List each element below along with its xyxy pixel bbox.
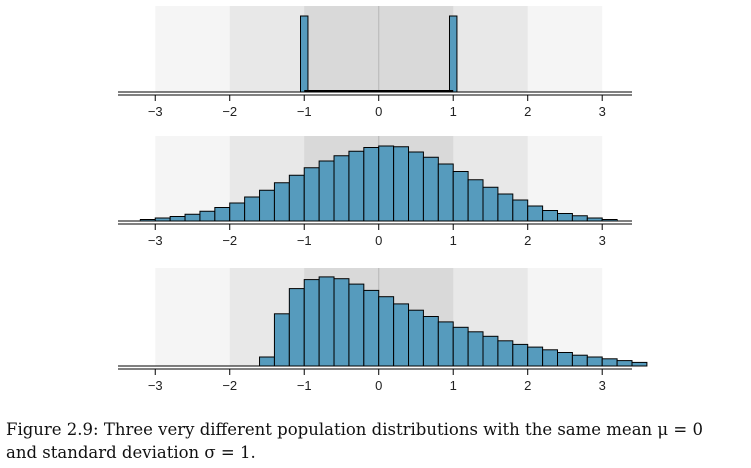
histogram-bar (363, 289, 380, 367)
histogram-bar (448, 15, 458, 93)
x-tick-label: −3 (148, 104, 163, 119)
histogram-bar (259, 356, 275, 367)
histogram-bar (542, 210, 559, 222)
x-tick-label: 0 (375, 233, 382, 248)
histogram-bar (378, 145, 395, 222)
histogram-bar (527, 205, 544, 222)
histogram-bar (303, 279, 320, 367)
histogram-bar (318, 160, 335, 222)
x-tick-label: −2 (222, 104, 237, 119)
histogram-bar (437, 321, 454, 367)
histogram-bar (497, 193, 514, 222)
x-tick-label: 3 (599, 233, 606, 248)
histogram-bar (482, 335, 499, 367)
histogram-bar (557, 213, 573, 222)
histogram-bar (273, 182, 290, 222)
histogram-bar (616, 360, 633, 367)
histogram-bar (333, 278, 350, 367)
histogram-bar (512, 343, 529, 367)
histogram-bar (333, 155, 350, 222)
x-tick-label: 2 (524, 104, 531, 119)
x-tick-label: 1 (450, 233, 457, 248)
histogram-bar (527, 346, 544, 367)
uniform-two-point-panel: −3 −2 −1 0 1 2 3 (118, 6, 632, 119)
x-tick-label: −2 (222, 233, 237, 248)
histogram-bar (437, 163, 454, 222)
x-tick-label: 0 (375, 104, 382, 119)
histogram-bar (571, 215, 588, 222)
histogram-bar (408, 309, 424, 367)
histogram-bar (199, 210, 216, 222)
histogram-bar (452, 326, 469, 367)
histogram-bar (422, 156, 439, 222)
right-skewed-panel: −3 −2 −1 0 1 2 3 (118, 268, 648, 393)
histogram-bar (542, 349, 559, 367)
histogram-bar (452, 171, 469, 222)
histogram-bar (378, 296, 395, 367)
x-tick-label: 1 (450, 378, 457, 393)
x-tick-label: −3 (148, 233, 163, 248)
figure: −3 −2 −1 0 1 2 3 −3 −2 −1 0 1 2 3 −3 −2 −1 0 1 2 3 (118, 6, 648, 393)
histogram-bar (393, 303, 410, 367)
x-tick-label: 3 (599, 378, 606, 393)
x-tick-label: 0 (375, 378, 382, 393)
x-tick-label: 1 (450, 104, 457, 119)
x-tick-label: 2 (524, 233, 531, 248)
x-tick-label: −3 (148, 378, 163, 393)
x-tick-label: −1 (297, 233, 312, 248)
histogram-bar (244, 196, 261, 222)
histogram-bar (393, 146, 410, 222)
x-tick-label: −2 (222, 378, 237, 393)
histogram-bar (631, 361, 648, 367)
histogram-bar (512, 199, 529, 222)
histogram-bar (408, 151, 424, 222)
histogram-bar (557, 352, 573, 367)
histogram-bar (273, 313, 290, 367)
histogram-bar (229, 202, 246, 222)
histogram-bar (422, 316, 439, 367)
histogram-bar (363, 147, 380, 222)
histogram-bar (482, 186, 499, 222)
caption-line-1: Figure 2.9: Three very different populat… (6, 420, 703, 439)
histogram-bar (601, 358, 618, 367)
x-tick-label: −1 (297, 104, 312, 119)
histogram-bar (467, 331, 484, 367)
histogram-bar (303, 167, 320, 222)
histogram-bar (348, 283, 365, 367)
histogram-bar (318, 276, 335, 367)
histogram-bar (467, 179, 484, 222)
histogram-bar (259, 189, 275, 222)
x-tick-label: 2 (524, 378, 531, 393)
caption-line-2: and standard deviation σ = 1. (6, 443, 256, 462)
histogram-bar (288, 288, 305, 367)
histogram-bar (586, 356, 603, 367)
histogram-bar (214, 207, 231, 222)
x-tick-label: −1 (297, 378, 312, 393)
histogram-bar (300, 15, 309, 93)
figure-caption: Figure 2.9: Three very different populat… (6, 418, 748, 464)
histogram-bar (497, 340, 514, 367)
histogram-bar (184, 213, 201, 222)
histogram-bar (169, 216, 186, 222)
histogram-bar (348, 150, 365, 222)
normal-shape-panel: −3 −2 −1 0 1 2 3 (118, 136, 632, 248)
histogram-bar (288, 174, 305, 222)
histogram-bar (571, 354, 588, 367)
x-tick-label: 3 (599, 104, 606, 119)
